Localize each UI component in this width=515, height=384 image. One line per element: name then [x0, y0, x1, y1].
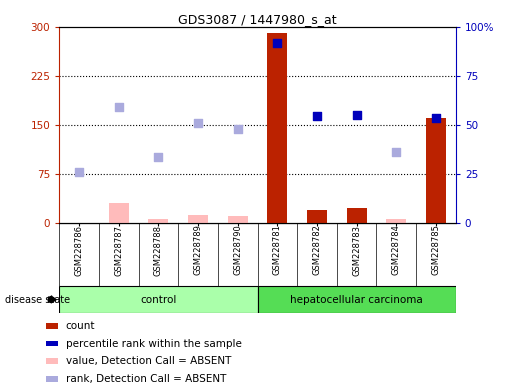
Point: [114, 103, 123, 109]
Text: rank, Detection Call = ABSENT: rank, Detection Call = ABSENT: [66, 374, 226, 384]
Bar: [59, 286, 258, 313]
Bar: [347, 209, 367, 223]
Bar: [148, 220, 168, 223]
Text: GSM228789: GSM228789: [194, 225, 202, 275]
Point: [392, 149, 401, 155]
Text: GSM228782: GSM228782: [313, 225, 321, 275]
Bar: [267, 33, 287, 223]
Bar: [45, 358, 58, 364]
Text: value, Detection Call = ABSENT: value, Detection Call = ABSENT: [66, 356, 231, 366]
Title: GDS3087 / 1447980_s_at: GDS3087 / 1447980_s_at: [178, 13, 337, 26]
Text: GSM228781: GSM228781: [273, 225, 282, 275]
Text: GSM228788: GSM228788: [154, 225, 163, 276]
Bar: [45, 323, 58, 329]
Bar: [258, 286, 456, 313]
Bar: [426, 118, 446, 223]
Text: GSM228784: GSM228784: [392, 225, 401, 275]
Text: GSM228785: GSM228785: [432, 225, 440, 275]
Text: count: count: [66, 321, 95, 331]
Point: [234, 126, 242, 132]
Bar: [228, 216, 248, 223]
Bar: [188, 215, 208, 223]
Point: [194, 121, 202, 127]
Text: control: control: [140, 295, 177, 305]
Point: [313, 113, 321, 119]
Text: disease state: disease state: [5, 295, 70, 305]
Text: GSM228786: GSM228786: [75, 225, 83, 276]
Text: GSM228790: GSM228790: [233, 225, 242, 275]
Point: [273, 40, 281, 46]
Bar: [109, 203, 129, 223]
Bar: [45, 341, 58, 346]
Text: hepatocellular carcinoma: hepatocellular carcinoma: [290, 295, 423, 305]
Bar: [45, 376, 58, 382]
Point: [352, 112, 360, 118]
Point: [432, 115, 440, 121]
Text: GSM228787: GSM228787: [114, 225, 123, 276]
Point: [154, 154, 163, 161]
Text: percentile rank within the sample: percentile rank within the sample: [66, 339, 242, 349]
Bar: [307, 210, 327, 223]
Point: [75, 169, 83, 175]
Text: GSM228783: GSM228783: [352, 225, 361, 276]
Bar: [386, 219, 406, 223]
